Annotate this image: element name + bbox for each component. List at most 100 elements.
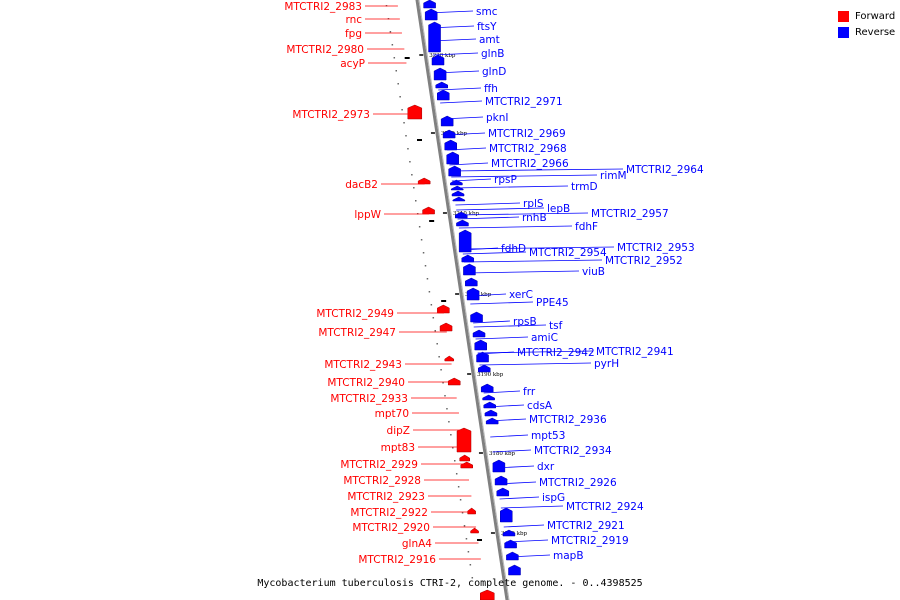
- reverse-gene-block[interactable]: [440, 115, 454, 127]
- reverse-gene-block[interactable]: [458, 229, 472, 253]
- reverse-gene-block[interactable]: [456, 219, 469, 227]
- gene-label-ispg[interactable]: ispG: [499, 492, 566, 504]
- gene-label-mtctri2-2969[interactable]: MTCTRI2_2969: [444, 128, 566, 140]
- forward-gene-block[interactable]: [439, 322, 453, 332]
- reverse-gene-block[interactable]: [424, 8, 438, 21]
- gene-label-mtctri2-2983[interactable]: MTCTRI2_2983: [284, 1, 398, 13]
- gene-label-mtctri2-2968[interactable]: MTCTRI2_2968: [447, 143, 567, 155]
- gene-label-rpsp[interactable]: rpsP: [451, 174, 517, 186]
- reverse-gene-block[interactable]: [506, 551, 519, 561]
- gene-label-rnc[interactable]: rnc: [345, 14, 400, 26]
- gene-label-glna4[interactable]: glnA4: [402, 538, 479, 550]
- reverse-gene-block[interactable]: [480, 383, 494, 393]
- gene-label-trmd[interactable]: trmD: [452, 181, 598, 193]
- forward-gene-block[interactable]: [480, 589, 495, 600]
- reverse-gene-block[interactable]: [474, 339, 487, 351]
- gene-label-mtctri2-2954[interactable]: MTCTRI2_2954: [462, 247, 607, 259]
- reverse-gene-block[interactable]: [478, 364, 491, 373]
- gene-label-mtctri2-2964[interactable]: MTCTRI2_2964: [450, 164, 704, 176]
- gene-label-mtctri2-2953[interactable]: MTCTRI2_2953: [462, 242, 695, 254]
- gene-label-dacb2[interactable]: dacB2: [345, 179, 425, 191]
- reverse-gene-block[interactable]: [442, 129, 456, 139]
- gene-label-mapb[interactable]: mapB: [508, 550, 584, 562]
- reverse-gene-block[interactable]: [431, 54, 445, 66]
- gene-label-mpt83[interactable]: mpt83: [381, 442, 465, 454]
- gene-label-mtctri2-2926[interactable]: MTCTRI2_2926: [497, 477, 617, 489]
- gene-label-pkni[interactable]: pknI: [442, 112, 509, 124]
- gene-label-fdhf[interactable]: fdhF: [458, 221, 598, 233]
- gene-label-mtctri2-2966[interactable]: MTCTRI2_2966: [449, 158, 569, 170]
- reverse-gene-block[interactable]: [476, 351, 489, 363]
- gene-label-rpls[interactable]: rplS: [455, 198, 544, 210]
- gene-label-dipz[interactable]: dipZ: [387, 425, 462, 437]
- gene-label-mtctri2-2921[interactable]: MTCTRI2_2921: [503, 520, 625, 532]
- gene-label-mtctri2-2943[interactable]: MTCTRI2_2943: [324, 359, 452, 371]
- gene-label-amic[interactable]: amiC: [475, 332, 558, 344]
- reverse-gene-block[interactable]: [463, 263, 476, 276]
- reverse-gene-block[interactable]: [423, 0, 436, 9]
- gene-label-mtctri2-2957[interactable]: MTCTRI2_2957: [456, 208, 669, 220]
- gene-label-lepb[interactable]: lepB: [456, 203, 570, 215]
- gene-label-ftsy[interactable]: ftsY: [428, 21, 497, 33]
- gene-label-mtctri2-2933[interactable]: MTCTRI2_2933: [330, 393, 457, 405]
- gene-label-amt[interactable]: amt: [430, 34, 500, 46]
- gene-label-mtctri2-2922[interactable]: MTCTRI2_2922: [350, 507, 474, 519]
- gene-label-glnd[interactable]: glnD: [435, 66, 507, 78]
- gene-label-mtctri2-2919[interactable]: MTCTRI2_2919: [505, 535, 629, 547]
- reverse-gene-block[interactable]: [482, 394, 495, 401]
- gene-label-mtctri2-2947[interactable]: MTCTRI2_2947: [318, 327, 447, 339]
- gene-label-mtctri2-2920[interactable]: MTCTRI2_2920: [352, 522, 477, 534]
- forward-gene-block[interactable]: [447, 377, 461, 386]
- gene-label-mtctri2-2916[interactable]: MTCTRI2_2916: [358, 554, 481, 566]
- forward-gene-block[interactable]: [422, 206, 435, 215]
- reverse-gene-block[interactable]: [496, 487, 510, 497]
- gene-label-mtctri2-2980[interactable]: MTCTRI2_2980: [286, 44, 405, 56]
- gene-label-ffh[interactable]: ffh: [438, 83, 498, 95]
- reverse-gene-block[interactable]: [437, 89, 450, 101]
- forward-gene-block[interactable]: [460, 461, 473, 469]
- gene-label-mtctri2-2936[interactable]: MTCTRI2_2936: [487, 414, 607, 426]
- reverse-gene-block[interactable]: [428, 21, 441, 53]
- gene-label-mtctri2-2929[interactable]: MTCTRI2_2929: [340, 459, 467, 471]
- forward-gene-block[interactable]: [456, 427, 472, 453]
- gene-label-mpt70[interactable]: mpt70: [375, 408, 459, 420]
- gene-label-mtctri2-2973[interactable]: MTCTRI2_2973: [292, 109, 415, 121]
- gene-label-mtctri2-2924[interactable]: MTCTRI2_2924: [500, 501, 644, 513]
- forward-gene-block[interactable]: [470, 527, 479, 534]
- reverse-gene-block[interactable]: [466, 287, 480, 301]
- gene-label-mpt53[interactable]: mpt53: [490, 430, 565, 442]
- reverse-gene-block[interactable]: [472, 329, 486, 338]
- reverse-gene-block[interactable]: [451, 190, 465, 197]
- reverse-gene-block[interactable]: [492, 459, 506, 473]
- gene-label-xerc[interactable]: xerC: [469, 289, 533, 301]
- gene-label-viub[interactable]: viuB: [465, 266, 605, 278]
- gene-label-rpsb[interactable]: rpsB: [473, 316, 537, 328]
- reverse-gene-block[interactable]: [470, 311, 483, 323]
- reverse-gene-block[interactable]: [465, 277, 478, 287]
- reverse-gene-block[interactable]: [452, 196, 466, 202]
- gene-label-pyrh[interactable]: pyrH: [479, 358, 619, 370]
- gene-label-tsf[interactable]: tsf: [473, 320, 563, 332]
- gene-label-mtctri2-2941[interactable]: MTCTRI2_2941: [477, 346, 674, 358]
- forward-gene-block[interactable]: [407, 104, 423, 120]
- forward-gene-block[interactable]: [459, 454, 470, 462]
- reverse-gene-block[interactable]: [444, 139, 457, 151]
- gene-label-fpg[interactable]: fpg: [345, 28, 402, 40]
- gene-label-mtctri2-2934[interactable]: MTCTRI2_2934: [492, 445, 612, 457]
- gene-label-acyp[interactable]: acyP: [340, 58, 407, 70]
- gene-label-lppw[interactable]: lppW: [354, 209, 430, 221]
- gene-label-mtctri2-2952[interactable]: MTCTRI2_2952: [463, 255, 683, 267]
- gene-label-mtctri2-2949[interactable]: MTCTRI2_2949: [316, 308, 444, 320]
- gene-label-frr[interactable]: frr: [483, 386, 536, 398]
- reverse-gene-block[interactable]: [446, 151, 459, 165]
- gene-label-cdsa[interactable]: cdsA: [485, 400, 553, 412]
- gene-label-mtctri2-2928[interactable]: MTCTRI2_2928: [343, 475, 469, 487]
- reverse-gene-block[interactable]: [494, 475, 508, 486]
- reverse-gene-block[interactable]: [500, 507, 513, 523]
- reverse-gene-block[interactable]: [461, 254, 475, 263]
- reverse-gene-block[interactable]: [433, 67, 447, 81]
- gene-label-dxr[interactable]: dxr: [494, 461, 555, 473]
- gene-label-glnb[interactable]: glnB: [432, 48, 505, 60]
- gene-label-smc[interactable]: smc: [426, 6, 498, 18]
- reverse-gene-block[interactable]: [435, 81, 448, 89]
